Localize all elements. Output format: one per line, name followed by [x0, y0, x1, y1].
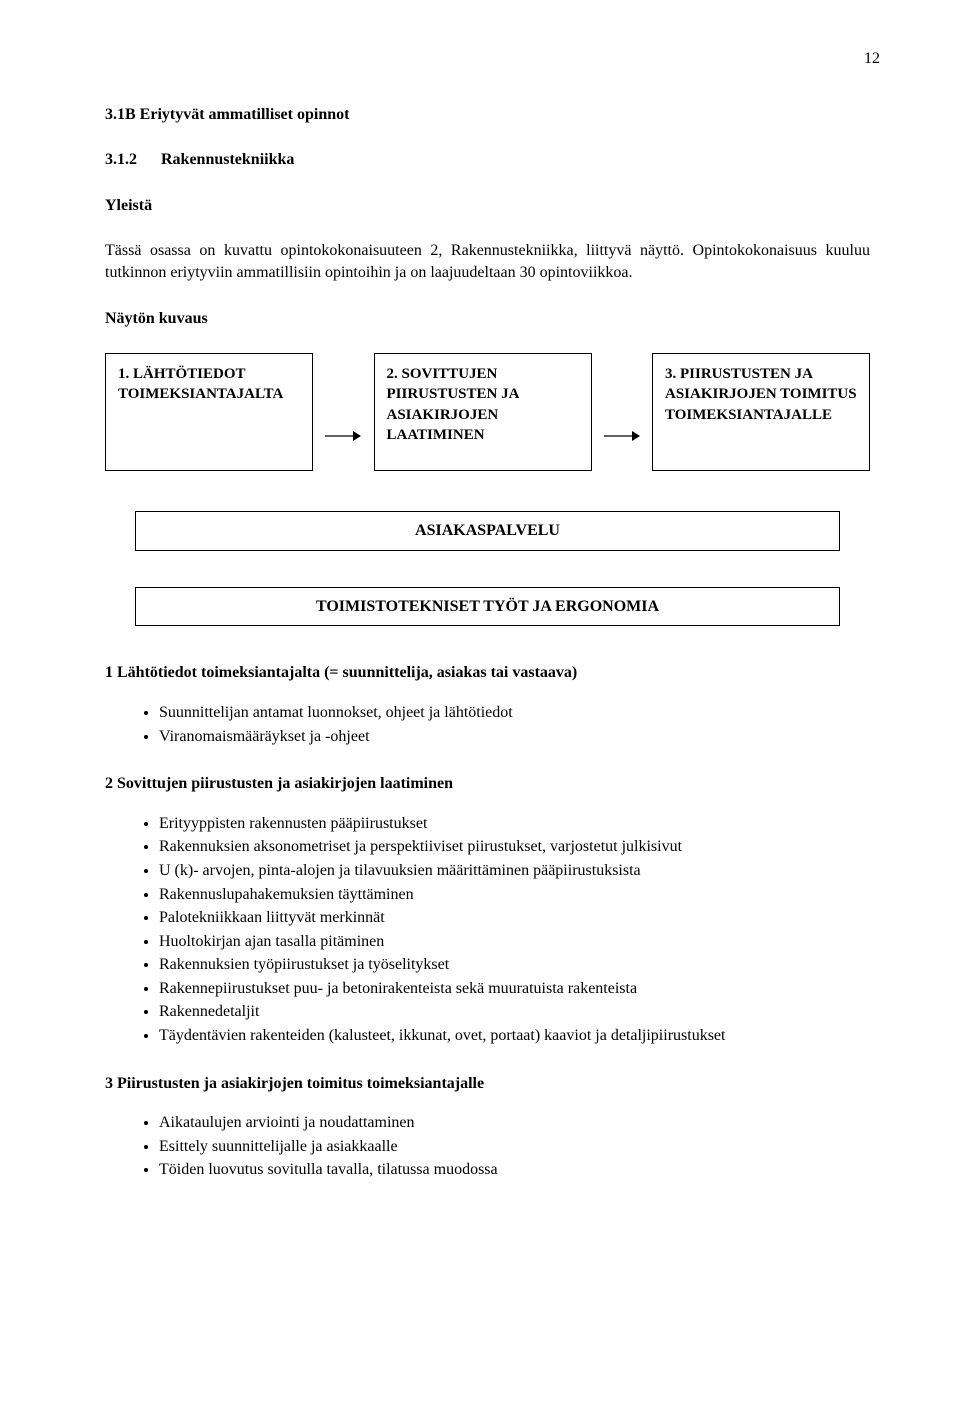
list-item: Aikataulujen arviointi ja noudattaminen	[159, 1112, 870, 1134]
yleista-label: Yleistä	[105, 195, 870, 217]
section-heading: 3.1B Eriytyvät ammatilliset opinnot	[105, 104, 870, 126]
list-item: Esittely suunnittelijalle ja asiakkaalle	[159, 1136, 870, 1158]
list-item: Rakennuksien aksonometriset ja perspekti…	[159, 836, 870, 858]
arrow-icon	[321, 382, 365, 442]
list-item: Täydentävien rakenteiden (kalusteet, ikk…	[159, 1025, 870, 1047]
list-item: Rakennuslupahakemuksien täyttäminen	[159, 884, 870, 906]
section-3-list: Aikataulujen arviointi ja noudattaminen …	[105, 1112, 870, 1181]
flow-box-2: 2. SOVITTUJEN PIIRUSTUSTEN JA ASIAKIRJOJ…	[374, 353, 592, 471]
flow-diagram: 1. LÄHTÖTIEDOT TOIMEKSIANTAJALTA 2. SOVI…	[105, 353, 870, 471]
list-item: Viranomaismääräykset ja -ohjeet	[159, 726, 870, 748]
subsection-title: Rakennustekniikka	[161, 151, 294, 168]
arrow-icon	[600, 382, 644, 442]
list-item: Rakennedetaljit	[159, 1001, 870, 1023]
flow-box-3: 3. PIIRUSTUSTEN JA ASIAKIRJOJEN TOIMITUS…	[652, 353, 870, 471]
section-3-title: 3 Piirustusten ja asiakirjojen toimitus …	[105, 1073, 870, 1095]
list-item: Huoltokirjan ajan tasalla pitäminen	[159, 931, 870, 953]
list-item: Palotekniikkaan liittyvät merkinnät	[159, 907, 870, 929]
section-1-title: 1 Lähtötiedot toimeksiantajalta (= suunn…	[105, 662, 870, 684]
list-item: Töiden luovutus sovitulla tavalla, tilat…	[159, 1159, 870, 1181]
section-2-list: Erityyppisten rakennusten pääpiirustukse…	[105, 813, 870, 1047]
list-item: U (k)- arvojen, pinta-alojen ja tilavuuk…	[159, 860, 870, 882]
banner-asiakaspalvelu: ASIAKASPALVELU	[135, 511, 840, 551]
flow-box-1: 1. LÄHTÖTIEDOT TOIMEKSIANTAJALTA	[105, 353, 313, 471]
list-item: Rakennuksien työpiirustukset ja työselit…	[159, 954, 870, 976]
subsection-number: 3.1.2	[105, 149, 157, 171]
subsection-heading: 3.1.2 Rakennustekniikka	[105, 149, 870, 171]
intro-paragraph: Tässä osassa on kuvattu opintokokonaisuu…	[105, 240, 870, 283]
banner-toimistotekniset: TOIMISTOTEKNISET TYÖT JA ERGONOMIA	[135, 587, 840, 627]
list-item: Suunnittelijan antamat luonnokset, ohjee…	[159, 702, 870, 724]
list-item: Erityyppisten rakennusten pääpiirustukse…	[159, 813, 870, 835]
page-number: 12	[105, 48, 880, 70]
section-1-list: Suunnittelijan antamat luonnokset, ohjee…	[105, 702, 870, 747]
list-item: Rakennepiirustukset puu- ja betonirakent…	[159, 978, 870, 1000]
section-2-title: 2 Sovittujen piirustusten ja asiakirjoje…	[105, 773, 870, 795]
kuvaus-label: Näytön kuvaus	[105, 308, 870, 330]
